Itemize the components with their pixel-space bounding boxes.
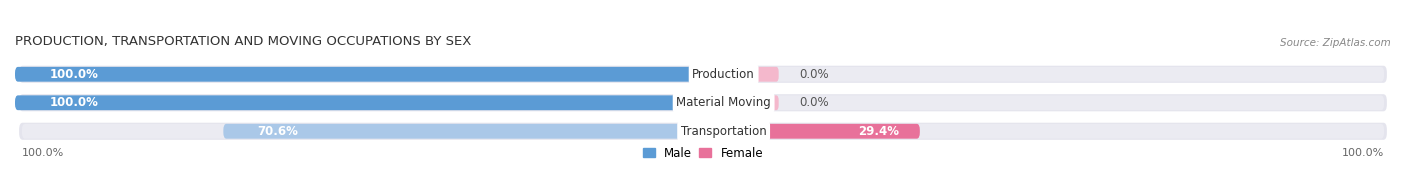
Legend: Male, Female: Male, Female: [638, 142, 768, 165]
FancyBboxPatch shape: [724, 124, 920, 139]
Text: PRODUCTION, TRANSPORTATION AND MOVING OCCUPATIONS BY SEX: PRODUCTION, TRANSPORTATION AND MOVING OC…: [15, 35, 471, 48]
FancyBboxPatch shape: [15, 95, 724, 110]
FancyBboxPatch shape: [22, 124, 1384, 139]
Text: Production: Production: [692, 68, 755, 81]
FancyBboxPatch shape: [224, 124, 724, 139]
Text: Material Moving: Material Moving: [676, 96, 770, 109]
Text: Transportation: Transportation: [681, 125, 766, 138]
Text: 29.4%: 29.4%: [858, 125, 900, 138]
Text: 100.0%: 100.0%: [22, 148, 65, 158]
FancyBboxPatch shape: [22, 95, 1384, 110]
FancyBboxPatch shape: [724, 67, 779, 82]
Text: 100.0%: 100.0%: [1341, 148, 1384, 158]
Text: 0.0%: 0.0%: [800, 96, 830, 109]
FancyBboxPatch shape: [724, 95, 779, 110]
FancyBboxPatch shape: [22, 67, 1384, 82]
Text: 0.0%: 0.0%: [800, 68, 830, 81]
FancyBboxPatch shape: [20, 94, 1386, 111]
Text: 70.6%: 70.6%: [257, 125, 298, 138]
Text: Source: ZipAtlas.com: Source: ZipAtlas.com: [1281, 38, 1391, 48]
FancyBboxPatch shape: [15, 67, 724, 82]
FancyBboxPatch shape: [20, 123, 1386, 140]
Text: 100.0%: 100.0%: [49, 96, 98, 109]
FancyBboxPatch shape: [20, 66, 1386, 83]
Text: 100.0%: 100.0%: [49, 68, 98, 81]
